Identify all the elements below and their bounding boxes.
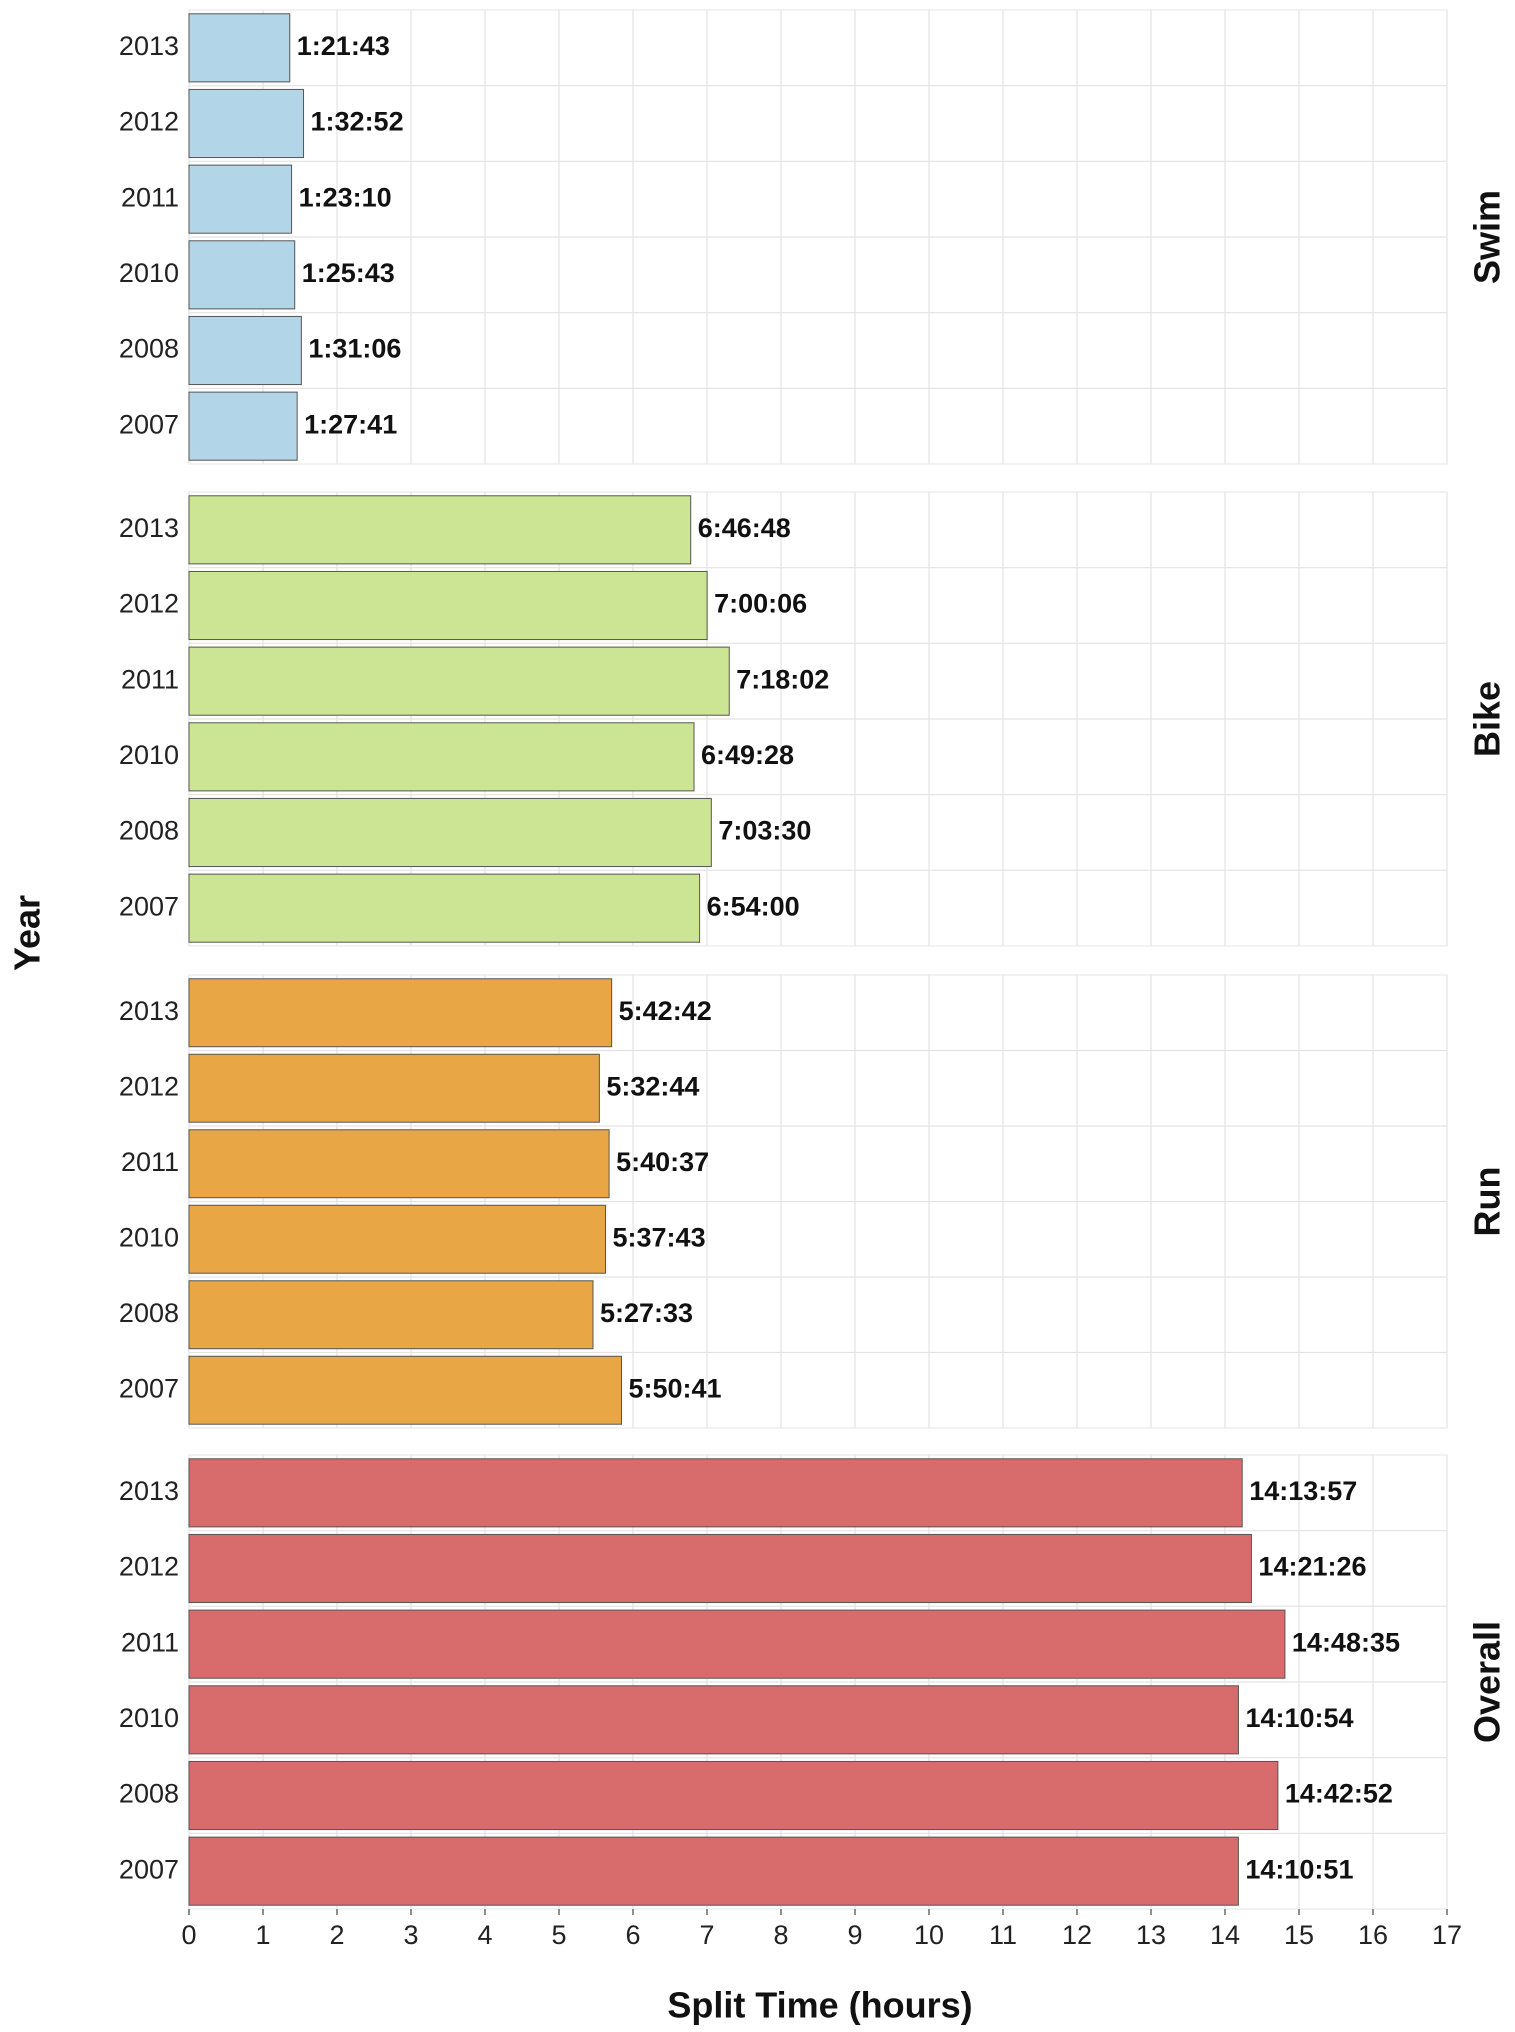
bar bbox=[188, 391, 298, 461]
value-label: 14:42:52 bbox=[1285, 1779, 1393, 1809]
x-tick-label: 6 bbox=[625, 1920, 640, 1950]
bar bbox=[188, 873, 701, 943]
value-label: 14:21:26 bbox=[1258, 1552, 1366, 1582]
bar bbox=[188, 1836, 1239, 1906]
bar bbox=[188, 1609, 1286, 1679]
value-label: 14:10:51 bbox=[1245, 1854, 1353, 1884]
y-tick-label: 2010 bbox=[119, 258, 179, 288]
y-tick-label: 2011 bbox=[121, 664, 179, 694]
y-tick-label: 2011 bbox=[121, 1627, 179, 1657]
y-tick-label: 2007 bbox=[119, 891, 179, 921]
x-tick-label: 15 bbox=[1284, 1920, 1314, 1950]
facet-label: Bike bbox=[1467, 681, 1508, 757]
bar bbox=[188, 13, 291, 83]
x-tick-label: 4 bbox=[477, 1920, 492, 1950]
y-tick-label: 2010 bbox=[119, 1703, 179, 1733]
bar bbox=[188, 1129, 610, 1199]
bar bbox=[188, 1685, 1239, 1755]
value-label: 5:40:37 bbox=[616, 1147, 709, 1177]
x-tick-label: 16 bbox=[1358, 1920, 1388, 1950]
bar bbox=[188, 978, 613, 1048]
x-axis-label: Split Time (hours) bbox=[667, 1985, 972, 2026]
y-tick-label: 2012 bbox=[119, 107, 179, 137]
y-tick-label: 2012 bbox=[119, 589, 179, 619]
bar bbox=[188, 1280, 594, 1350]
y-tick-label: 2007 bbox=[119, 409, 179, 439]
facet-label: Overall bbox=[1467, 1621, 1508, 1743]
value-label: 14:13:57 bbox=[1249, 1476, 1357, 1506]
x-tick-label: 0 bbox=[181, 1920, 196, 1950]
x-tick-label: 9 bbox=[847, 1920, 862, 1950]
y-tick-label: 2008 bbox=[119, 334, 179, 364]
x-tick-label: 7 bbox=[699, 1920, 714, 1950]
y-axis-label: Year bbox=[7, 895, 48, 971]
x-tick-label: 12 bbox=[1062, 1920, 1092, 1950]
bar bbox=[188, 1355, 623, 1425]
bar bbox=[188, 1533, 1252, 1604]
bar bbox=[188, 240, 296, 310]
value-label: 1:27:41 bbox=[304, 409, 397, 439]
facet-label: Swim bbox=[1467, 190, 1508, 284]
value-label: 5:37:43 bbox=[613, 1222, 706, 1252]
value-label: 7:03:30 bbox=[718, 816, 811, 846]
y-tick-label: 2013 bbox=[119, 996, 179, 1026]
bar bbox=[188, 797, 712, 868]
bar bbox=[188, 315, 302, 386]
y-tick-label: 2011 bbox=[121, 182, 179, 212]
y-tick-label: 2007 bbox=[119, 1373, 179, 1403]
bar bbox=[188, 1053, 600, 1123]
x-tick-label: 1 bbox=[255, 1920, 270, 1950]
y-tick-label: 2008 bbox=[119, 816, 179, 846]
y-tick-label: 2007 bbox=[119, 1854, 179, 1884]
x-tick-label: 11 bbox=[989, 1920, 1017, 1950]
value-label: 5:27:33 bbox=[600, 1298, 693, 1328]
value-label: 6:49:28 bbox=[701, 740, 794, 770]
value-label: 1:32:52 bbox=[311, 107, 404, 137]
value-label: 5:50:41 bbox=[629, 1373, 722, 1403]
bar bbox=[188, 722, 695, 792]
value-label: 7:18:02 bbox=[736, 664, 829, 694]
y-tick-label: 2013 bbox=[119, 31, 179, 61]
bar bbox=[188, 1760, 1279, 1831]
value-label: 1:21:43 bbox=[297, 31, 390, 61]
y-tick-label: 2010 bbox=[119, 740, 179, 770]
y-tick-label: 2012 bbox=[119, 1071, 179, 1101]
y-tick-label: 2011 bbox=[121, 1147, 179, 1177]
bar bbox=[188, 164, 293, 234]
value-label: 6:54:00 bbox=[707, 891, 800, 921]
bar bbox=[188, 495, 692, 565]
x-tick-label: 8 bbox=[773, 1920, 788, 1950]
y-tick-label: 2008 bbox=[119, 1298, 179, 1328]
value-label: 1:23:10 bbox=[299, 182, 392, 212]
value-label: 14:48:35 bbox=[1292, 1627, 1400, 1657]
x-tick-label: 10 bbox=[914, 1920, 944, 1950]
x-tick-label: 2 bbox=[329, 1920, 344, 1950]
x-tick-label: 14 bbox=[1210, 1920, 1240, 1950]
bar bbox=[188, 570, 708, 641]
y-tick-label: 2010 bbox=[119, 1222, 179, 1252]
facet-label: Run bbox=[1467, 1167, 1508, 1237]
x-tick-label: 5 bbox=[551, 1920, 566, 1950]
y-tick-label: 2013 bbox=[119, 513, 179, 543]
bar bbox=[188, 646, 730, 716]
x-tick-label: 17 bbox=[1432, 1920, 1462, 1950]
y-tick-label: 2008 bbox=[119, 1779, 179, 1809]
y-tick-label: 2013 bbox=[119, 1476, 179, 1506]
bar bbox=[188, 88, 305, 159]
value-label: 6:46:48 bbox=[698, 513, 791, 543]
bar bbox=[188, 1204, 607, 1274]
value-label: 5:42:42 bbox=[619, 996, 712, 1026]
value-label: 1:31:06 bbox=[308, 334, 401, 364]
x-tick-label: 3 bbox=[403, 1920, 418, 1950]
value-label: 1:25:43 bbox=[302, 258, 395, 288]
y-tick-label: 2012 bbox=[119, 1552, 179, 1582]
x-tick-label: 13 bbox=[1136, 1920, 1166, 1950]
value-label: 14:10:54 bbox=[1245, 1703, 1353, 1733]
value-label: 5:32:44 bbox=[606, 1071, 699, 1101]
value-label: 7:00:06 bbox=[714, 589, 807, 619]
bar bbox=[188, 1458, 1243, 1528]
